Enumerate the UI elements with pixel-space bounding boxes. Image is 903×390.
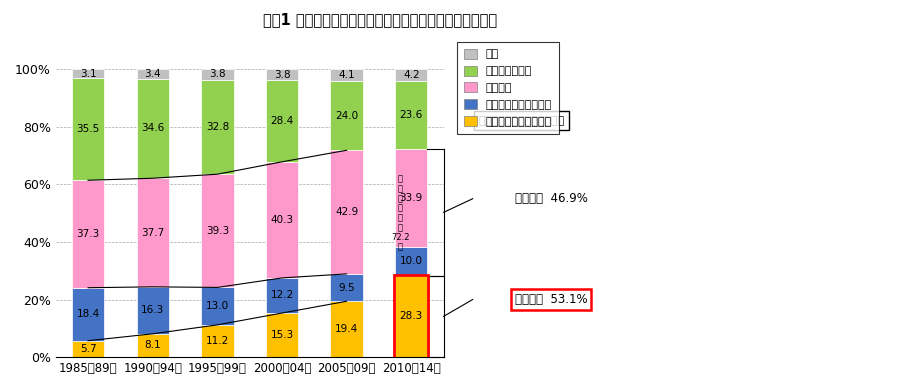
Text: 出産退職  46.9%: 出産退職 46.9% xyxy=(514,192,587,205)
Bar xyxy=(72,78,104,180)
Bar xyxy=(201,80,233,174)
Bar xyxy=(395,247,427,276)
Text: 19.4: 19.4 xyxy=(335,324,358,334)
Text: 39.3: 39.3 xyxy=(206,226,228,236)
Bar xyxy=(330,274,362,301)
Text: 3.8: 3.8 xyxy=(209,69,226,79)
Text: 3.4: 3.4 xyxy=(144,69,161,79)
Bar xyxy=(72,180,104,288)
Text: 8.1: 8.1 xyxy=(144,340,161,351)
Bar xyxy=(265,162,298,278)
Bar xyxy=(330,150,362,274)
Text: 『図1 出産前有職者に係る第１子出産前後での就業状況』: 『図1 出産前有職者に係る第１子出産前後での就業状況』 xyxy=(263,12,496,27)
Bar xyxy=(201,287,233,325)
Bar xyxy=(201,325,233,357)
Text: 出
産
前
有
職
率
72.2
％: 出 産 前 有 職 率 72.2 ％ xyxy=(391,175,409,252)
Bar xyxy=(136,287,169,334)
Text: 32.8: 32.8 xyxy=(206,122,228,132)
Legend: 不詳, 妊娠前から無職, 出産退職, 就職継続（育休なし）, 就職継続（育休利用）: 不詳, 妊娠前から無職, 出産退職, 就職継続（育休なし）, 就職継続（育休利用… xyxy=(456,42,558,134)
Text: 34.6: 34.6 xyxy=(141,123,164,133)
Text: 12.2: 12.2 xyxy=(270,291,293,300)
Bar xyxy=(330,81,362,150)
Text: 40.3: 40.3 xyxy=(270,215,293,225)
Bar xyxy=(72,341,104,357)
Bar xyxy=(394,275,428,358)
Text: 28.4: 28.4 xyxy=(270,116,293,126)
Text: 13.0: 13.0 xyxy=(206,301,228,311)
Text: 24.0: 24.0 xyxy=(335,111,358,121)
Bar xyxy=(265,69,298,80)
Text: 37.3: 37.3 xyxy=(77,229,99,239)
Text: 15.3: 15.3 xyxy=(270,330,293,340)
Text: 33.9: 33.9 xyxy=(399,193,423,203)
Bar xyxy=(72,288,104,341)
Bar xyxy=(395,276,427,357)
Text: 4.1: 4.1 xyxy=(338,70,355,80)
Text: 28.3: 28.3 xyxy=(399,311,423,321)
Text: 5.7: 5.7 xyxy=(79,344,97,354)
Text: 11.2: 11.2 xyxy=(206,336,228,346)
Text: 就業継続  53.1%: 就業継続 53.1% xyxy=(514,293,587,306)
Bar xyxy=(265,278,298,313)
Bar xyxy=(136,178,169,287)
Bar xyxy=(265,80,298,162)
Bar xyxy=(201,69,233,80)
Text: 16.3: 16.3 xyxy=(141,305,164,316)
Bar xyxy=(136,334,169,357)
Bar xyxy=(330,69,362,81)
Text: 35.5: 35.5 xyxy=(77,124,99,134)
Bar xyxy=(265,313,298,357)
Bar xyxy=(395,81,427,149)
Text: 3.8: 3.8 xyxy=(274,69,290,80)
Text: 4.2: 4.2 xyxy=(403,70,419,80)
Text: 10.0: 10.0 xyxy=(399,256,423,266)
Text: 18.4: 18.4 xyxy=(77,309,99,319)
Bar xyxy=(330,301,362,357)
Text: 37.7: 37.7 xyxy=(141,227,164,238)
Bar xyxy=(136,78,169,178)
Text: 23.6: 23.6 xyxy=(399,110,423,120)
Bar xyxy=(395,149,427,247)
Bar xyxy=(136,69,169,78)
Bar xyxy=(201,174,233,287)
Text: 9.5: 9.5 xyxy=(338,283,355,292)
Text: 42.9: 42.9 xyxy=(335,207,358,217)
Bar xyxy=(72,69,104,78)
Text: 3.1: 3.1 xyxy=(79,69,97,78)
Text: 第１子出産前後での就業状況: 第１子出産前後での就業状況 xyxy=(478,116,563,126)
Bar xyxy=(395,69,427,81)
